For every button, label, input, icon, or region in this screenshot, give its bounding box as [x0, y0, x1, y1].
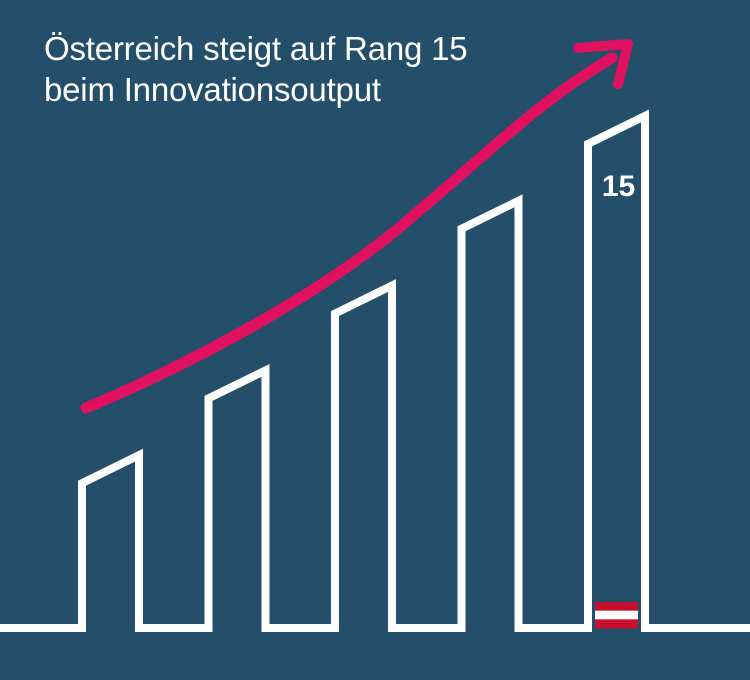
- rank-label: 15: [602, 170, 635, 203]
- bar: [82, 455, 139, 628]
- flag-stripe: [595, 611, 638, 620]
- labels-layer: 15: [595, 170, 638, 629]
- flag-stripe: [595, 602, 638, 611]
- austria-flag-icon: [595, 602, 638, 629]
- trend-arrow-brush: [90, 58, 612, 404]
- flag-stripe: [595, 619, 638, 628]
- bar: [335, 286, 392, 628]
- trend-arrow: [86, 44, 628, 408]
- bar: [209, 370, 266, 628]
- bars-outline-layer: [0, 116, 750, 628]
- bar: [462, 201, 519, 628]
